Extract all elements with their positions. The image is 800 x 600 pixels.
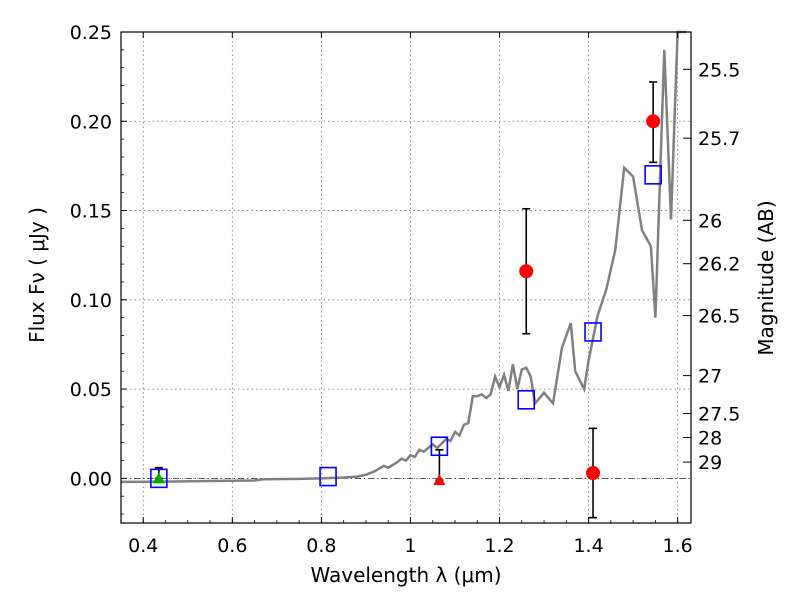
magnitude-tick-label: 26	[698, 210, 722, 232]
x-tick-label: 1	[404, 535, 416, 557]
grid	[121, 31, 691, 523]
magnitude-tick-label: 26.5	[698, 306, 740, 328]
y-tick-label: 0.15	[70, 201, 112, 223]
x-tick-label: 1.4	[573, 535, 603, 557]
x-tick-label: 0.8	[306, 535, 336, 557]
plot-frame	[120, 31, 692, 524]
axis-ticks: 0.4 0.6 0.8 1 1.2 1.4 1.6 0.00 0.05 0.10 0.15 0.20 0…	[70, 22, 741, 557]
y-tick-label: 0.20	[70, 111, 112, 133]
model-square	[319, 466, 337, 487]
y-tick-label: 0.25	[70, 22, 112, 44]
magnitude-tick-label: 28	[698, 427, 722, 449]
x-tick-label: 1.6	[663, 535, 693, 557]
y-tick-label: 0.10	[70, 290, 112, 312]
observed-point	[646, 114, 661, 129]
x-tick-label: 1.2	[484, 535, 514, 557]
y-tick-label: 0.00	[70, 468, 112, 490]
upper-limit-triangle	[152, 472, 165, 484]
model-square	[517, 390, 536, 410]
x-tick-label: 0.4	[128, 535, 158, 557]
plot-data	[120, 30, 691, 519]
observed-point	[586, 466, 601, 481]
model-square	[430, 436, 449, 457]
model-square	[584, 322, 602, 342]
magnitude-tick-label: 25.5	[698, 59, 740, 81]
y-tick-label: 0.05	[70, 379, 112, 401]
magnitude-tick-label: 29	[698, 452, 722, 474]
magnitude-tick-label: 26.2	[698, 254, 740, 276]
magnitude-tick-label: 27.5	[698, 404, 740, 426]
upper-limit-triangle	[433, 474, 446, 486]
observed-point	[519, 264, 534, 279]
model-square	[150, 468, 168, 489]
model-square	[644, 165, 662, 185]
x-tick-label: 0.6	[217, 535, 247, 557]
x-axis-label: Wavelength λ (μm)	[310, 563, 501, 587]
magnitude-tick-label: 27	[698, 366, 722, 388]
y-axis-label: Flux Fν ( μJy )	[25, 207, 49, 343]
magnitude-tick-label: 25.7	[698, 128, 740, 150]
sed-model-line	[120, 30, 687, 484]
right-axis-label: Magnitude (AB)	[754, 200, 778, 355]
